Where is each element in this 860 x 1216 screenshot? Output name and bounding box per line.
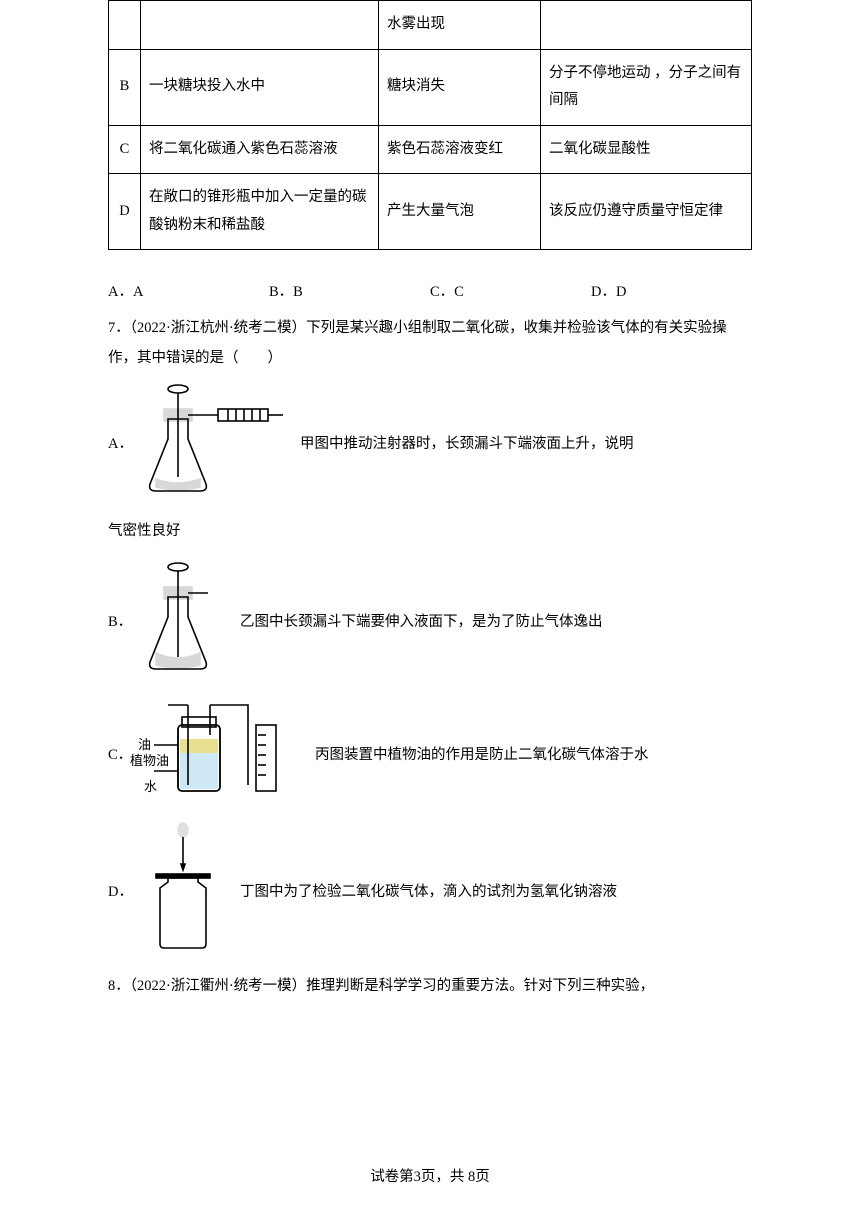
- choice-d: D．D: [591, 278, 752, 308]
- choice-c: C．C: [430, 278, 591, 308]
- table-row: D 在敞口的锥形瓶中加入一定量的碳酸钠粉末和稀盐酸 产生大量气泡 该反应仍遵守质…: [109, 174, 752, 250]
- gas-collection-diagram-icon: 油 植物油 水: [138, 695, 303, 817]
- page-footer: 试卷第3页，共 8页: [0, 1165, 860, 1186]
- cell-obs: 糖块消失: [379, 49, 541, 125]
- cell-desc: [141, 1, 379, 50]
- q7-stem: 7．（2022·浙江杭州·统考二模）下列是某兴趣小组制取二氧化碳，收集并检验该气…: [108, 314, 752, 373]
- q7-option-b: B． 乙图中长颈漏斗下端要伸入液面下，是为了防止气体逸出: [108, 557, 752, 689]
- flask-funnel-diagram-icon: [138, 557, 228, 689]
- cell-concl: 分子不停地运动 ，分子之间有间隔: [541, 49, 752, 125]
- option-letter: A．: [108, 430, 138, 460]
- option-letter: B．: [108, 608, 138, 638]
- option-text: 乙图中长颈漏斗下端要伸入液面下，是为了防止气体逸出: [240, 608, 603, 638]
- cell-desc: 一块糖块投入水中: [141, 49, 379, 125]
- cell-obs: 紫色石蕊溶液变红: [379, 125, 541, 174]
- table-row: B 一块糖块投入水中 糖块消失 分子不停地运动 ，分子之间有间隔: [109, 49, 752, 125]
- q6-choices: A．A B．B C．C D．D: [108, 278, 752, 308]
- choice-a: A．A: [108, 278, 269, 308]
- data-table: 水雾出现 B 一块糖块投入水中 糖块消失 分子不停地运动 ，分子之间有间隔 C …: [108, 0, 752, 250]
- flask-syringe-diagram-icon: [138, 379, 288, 511]
- q7-option-a: A．: [108, 379, 752, 511]
- option-text: 甲图中推动注射器时，长颈漏斗下端液面上升，说明: [300, 430, 634, 460]
- table-row: 水雾出现: [109, 1, 752, 50]
- cell-desc: 将二氧化碳通入紫色石蕊溶液: [141, 125, 379, 174]
- cell-desc: 在敞口的锥形瓶中加入一定量的碳酸钠粉末和稀盐酸: [141, 174, 379, 250]
- diagram-label-water: 水: [144, 774, 157, 801]
- cell-concl: [541, 1, 752, 50]
- cell-letter: B: [109, 49, 141, 125]
- q7-option-c: C．: [108, 695, 752, 817]
- cell-letter: [109, 1, 141, 50]
- cell-concl: 该反应仍遵守质量守恒定律: [541, 174, 752, 250]
- table-row: C 将二氧化碳通入紫色石蕊溶液 紫色石蕊溶液变红 二氧化碳显酸性: [109, 125, 752, 174]
- cell-obs: 水雾出现: [379, 1, 541, 50]
- cell-concl: 二氧化碳显酸性: [541, 125, 752, 174]
- option-text: 丙图装置中植物油的作用是防止二氧化碳气体溶于水: [315, 741, 649, 771]
- dropper-bottle-diagram-icon: [138, 822, 228, 964]
- cell-letter: C: [109, 125, 141, 174]
- cell-letter: D: [109, 174, 141, 250]
- q7-option-a-tail: 气密性良好: [108, 517, 752, 547]
- cell-obs: 产生大量气泡: [379, 174, 541, 250]
- option-text: 丁图中为了检验二氧化碳气体，滴入的试剂为氢氧化钠溶液: [240, 878, 617, 908]
- q7-option-d: D． 丁图中为了检验二氧化碳气体，滴入的试剂为氢氧化钠溶液: [108, 822, 752, 964]
- q8-stem: 8．（2022·浙江衢州·统考一模）推理判断是科学学习的重要方法。针对下列三种实…: [108, 972, 752, 1002]
- diagram-label-oil: 植物油: [130, 748, 169, 775]
- choice-b: B．B: [269, 278, 430, 308]
- option-letter: D．: [108, 878, 138, 908]
